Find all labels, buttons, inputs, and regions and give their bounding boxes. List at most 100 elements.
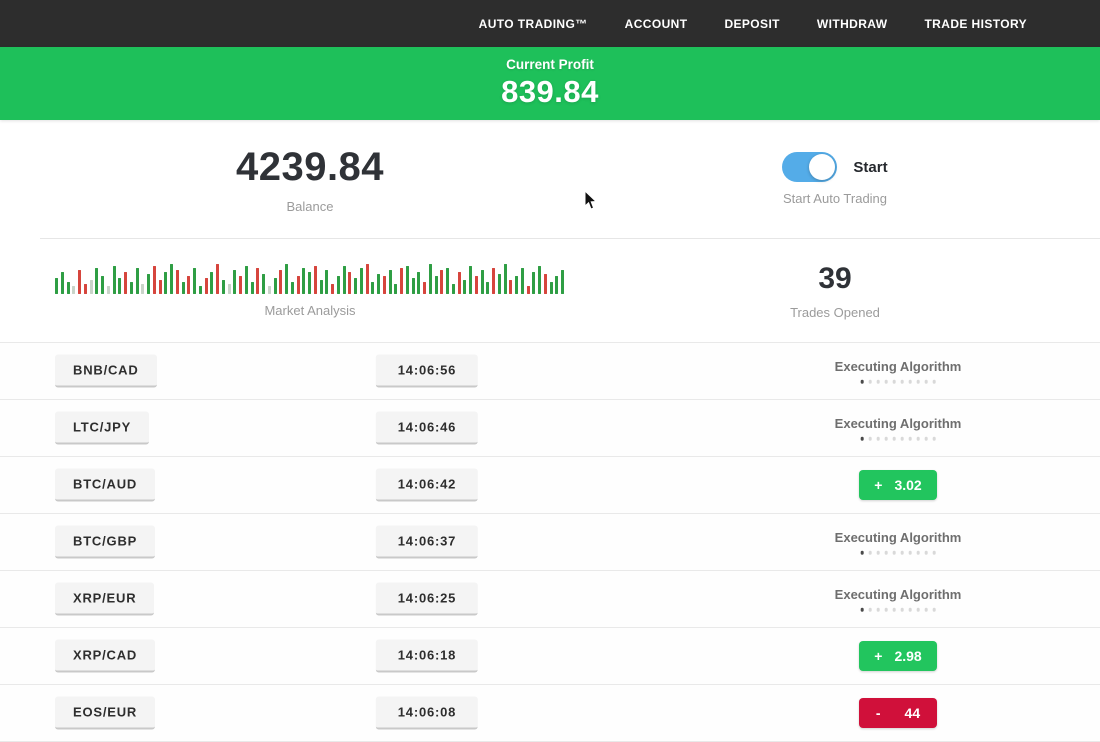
trade-row: EOS/EUR 14:06:08 -44: [0, 685, 1100, 742]
progress-dots: [860, 607, 936, 612]
market-bar: [440, 270, 444, 294]
market-bar: [66, 282, 70, 294]
market-bar: [78, 270, 82, 294]
market-bar: [198, 286, 202, 294]
trade-row: BTC/GBP 14:06:37 Executing Algorithm: [0, 514, 1100, 571]
current-profit-label: Current Profit: [506, 57, 594, 72]
pair-badge: BTC/AUD: [55, 468, 156, 502]
pair-badge: EOS/EUR: [55, 696, 156, 730]
market-bar: [193, 268, 197, 294]
nav-item-account[interactable]: ACCOUNT: [624, 16, 688, 31]
market-bar: [497, 274, 501, 294]
market-bar: [486, 282, 490, 294]
market-bar: [325, 270, 329, 294]
market-bar: [474, 276, 478, 294]
market-bar: [60, 272, 64, 294]
time-badge: 14:06:25: [375, 582, 479, 616]
nav-item-auto-trading[interactable]: AUTO TRADING™: [478, 16, 588, 31]
market-bar: [331, 284, 335, 294]
executing-algorithm-label: Executing Algorithm: [834, 529, 962, 545]
market-bar: [411, 278, 415, 294]
trade-status: Executing Algorithm: [835, 359, 961, 384]
pair-badge: XRP/EUR: [55, 582, 155, 616]
market-bar: [55, 278, 59, 294]
profit-badge: +2.98: [859, 641, 937, 671]
pair-badge: LTC/JPY: [55, 411, 150, 445]
pair-badge: XRP/CAD: [55, 639, 156, 673]
time-badge: 14:06:18: [375, 639, 479, 673]
market-bar: [262, 274, 266, 294]
market-bar: [359, 268, 363, 294]
trade-row: XRP/EUR 14:06:25 Executing Algorithm: [0, 571, 1100, 628]
market-bar: [463, 280, 467, 294]
market-bar: [532, 272, 536, 294]
market-bar: [319, 280, 323, 294]
top-navbar: AUTO TRADING™ ACCOUNT DEPOSIT WITHDRAW TRADE…: [0, 0, 1100, 47]
market-bar: [106, 286, 110, 294]
trade-row: XRP/CAD 14:06:18 +2.98: [0, 628, 1100, 685]
market-bar: [480, 270, 484, 294]
progress-dots: [860, 436, 936, 441]
market-bar: [290, 282, 294, 294]
market-bar: [147, 274, 151, 294]
market-bar: [95, 268, 99, 294]
market-bar: [267, 286, 271, 294]
market-bar: [89, 280, 93, 294]
trades-opened-block: 39 Trades Opened: [620, 239, 1050, 342]
executing-algorithm-label: Executing Algorithm: [834, 415, 962, 431]
market-bar: [233, 270, 237, 294]
market-bar: [423, 282, 427, 294]
market-bar: [256, 268, 260, 294]
market-bar: [469, 266, 473, 294]
progress-dots: [860, 550, 936, 555]
market-bar: [520, 268, 524, 294]
market-bar: [492, 268, 496, 294]
market-bar: [112, 266, 116, 294]
market-bar: [543, 274, 547, 294]
trade-row: LTC/JPY 14:06:46 Executing Algorithm: [0, 400, 1100, 457]
market-bar: [175, 270, 179, 294]
nav-item-withdraw[interactable]: WITHDRAW: [816, 16, 888, 31]
market-bar: [101, 276, 105, 294]
market-bar: [400, 268, 404, 294]
section-divider: [40, 238, 1100, 239]
market-bar: [313, 266, 317, 294]
market-bar: [382, 276, 386, 294]
balance-block: 4239.84 Balance: [0, 120, 620, 238]
trade-status: Executing Algorithm: [834, 415, 962, 441]
toggle-state-label: Start: [853, 158, 888, 176]
market-bar: [164, 272, 168, 294]
market-bar: [204, 278, 208, 294]
market-bar: [124, 272, 128, 294]
progress-dots: [860, 379, 936, 384]
market-bar: [285, 264, 289, 294]
market-bar: [302, 268, 306, 294]
market-bar: [83, 284, 87, 294]
market-bar: [428, 264, 432, 294]
time-badge: 14:06:42: [375, 468, 479, 502]
loss-badge: -44: [859, 698, 937, 728]
trade-status: Executing Algorithm: [835, 587, 961, 612]
nav-item-trade-history[interactable]: TRADE HISTORY: [924, 16, 1027, 31]
market-bar: [336, 276, 340, 294]
time-badge: 14:06:37: [375, 525, 479, 559]
market-bar: [152, 266, 156, 294]
market-bar: [279, 270, 283, 294]
market-bar: [135, 268, 139, 294]
market-bar: [526, 286, 530, 294]
nav-item-deposit[interactable]: DEPOSIT: [724, 16, 780, 31]
market-bar: [239, 276, 243, 294]
market-bar: [561, 270, 565, 294]
market-bar: [538, 266, 542, 294]
market-bar: [394, 284, 398, 294]
current-profit-value: 839.84: [501, 74, 599, 109]
market-bar: [388, 270, 392, 294]
balance-value: 4239.84: [235, 144, 385, 189]
auto-trading-block: Start Start Auto Trading: [620, 120, 1050, 238]
trade-status: +2.98: [859, 641, 937, 671]
market-bar: [417, 272, 421, 294]
market-bar: [457, 272, 461, 294]
auto-trading-toggle[interactable]: [782, 152, 838, 182]
market-bar: [348, 272, 352, 294]
time-badge: 14:06:08: [375, 696, 479, 730]
